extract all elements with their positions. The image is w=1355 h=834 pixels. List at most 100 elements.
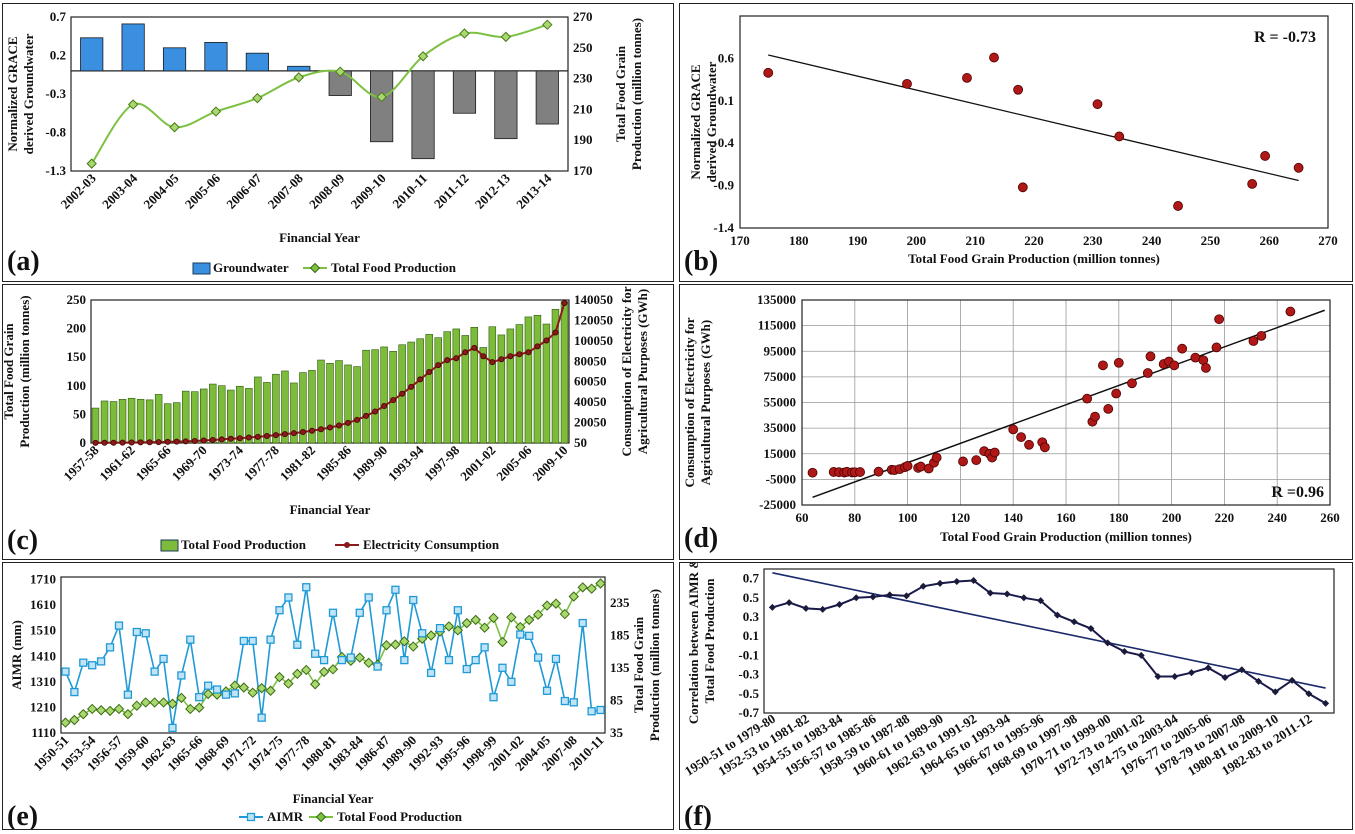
scatter-point xyxy=(915,461,926,472)
x-tick-label: 2005-06 xyxy=(493,442,535,484)
legend-aimr-label: AIMR xyxy=(267,809,304,824)
electricity-point xyxy=(137,439,144,446)
aimr-point xyxy=(471,655,480,665)
panel-f: 0.7 0.5 0.3 0.1 -0.1 -0.3 -0.5 -0.7 1950-51 to 1… xyxy=(679,558,1353,832)
y2-tick-label: 235 xyxy=(610,595,630,610)
aimr-point xyxy=(319,655,329,665)
y-tick-label: -5000 xyxy=(766,471,796,486)
x-tick-label: 220 xyxy=(1215,510,1235,525)
correlation-line xyxy=(772,579,1327,705)
food-production-bar xyxy=(181,390,190,444)
trend-line xyxy=(768,54,1299,182)
y-tick-label: 0.7 xyxy=(743,571,760,586)
scatter-point xyxy=(1090,411,1100,422)
food-production-point xyxy=(586,583,597,594)
aimr-point xyxy=(61,667,70,676)
x-tick-label: 1997-98 xyxy=(421,442,463,484)
food-production-bar xyxy=(254,376,262,444)
correlation-point xyxy=(1087,625,1095,633)
aimr-point xyxy=(391,585,400,594)
y-tick-label: 95000 xyxy=(764,343,797,358)
chart-b: 170 180 190 200 210 220 230 240 250 260 270 0.6 0.1 -… xyxy=(684,15,1338,277)
scatter-point xyxy=(1016,432,1027,442)
food-production-bar xyxy=(127,397,136,444)
electricity-point xyxy=(462,349,469,356)
food-production-bar xyxy=(290,382,298,444)
electricity-point xyxy=(101,439,108,446)
electricity-point xyxy=(444,357,451,364)
y2-tick-label: 20050 xyxy=(574,415,607,430)
correlation-point xyxy=(1288,676,1296,684)
aimr-point xyxy=(221,690,231,699)
electricity-point xyxy=(471,344,478,351)
aimr-point xyxy=(480,643,489,652)
x-tick-label: 2003-04 xyxy=(99,170,141,212)
y-tick-label: 1110 xyxy=(31,725,56,740)
y-tick-label: 0.5 xyxy=(743,590,760,605)
electricity-point xyxy=(489,359,496,366)
food-production-bar xyxy=(551,308,560,444)
food-production-bar xyxy=(163,403,172,444)
scatter-point xyxy=(971,455,982,466)
aimr-point xyxy=(177,671,186,680)
y-axis-title: Total Food Production xyxy=(702,578,717,704)
aimr-point xyxy=(533,653,543,662)
food-production-point xyxy=(69,714,80,726)
chart-a: 0.70.2-0.3-0.8-1.32702502302101901702002… xyxy=(5,9,644,277)
electricity-point xyxy=(164,438,171,445)
food-production-bar xyxy=(145,399,154,444)
aimr-point xyxy=(311,649,320,658)
scatter-point xyxy=(1145,351,1156,362)
legend-food-marker xyxy=(309,262,321,274)
food-production-point xyxy=(95,705,107,716)
electricity-point xyxy=(209,436,216,443)
scatter-point xyxy=(1293,162,1304,173)
correlation-point xyxy=(819,605,827,613)
food-production-bar xyxy=(308,370,316,444)
scatter-point xyxy=(1169,360,1180,371)
food-production-point xyxy=(274,671,285,683)
food-production-point xyxy=(283,678,294,689)
electricity-point xyxy=(408,383,415,390)
x-tick-label: 1961-62 xyxy=(96,443,137,484)
y2-tick-label: 230 xyxy=(573,71,593,86)
y2-tick-label: 60050 xyxy=(574,374,607,389)
x-tick-label: 2009-10 xyxy=(347,171,388,212)
food-production-point xyxy=(318,666,330,678)
y2-tick-label: 35 xyxy=(610,725,624,740)
aimr-point xyxy=(346,653,355,662)
groundwater-bar xyxy=(80,37,104,72)
food-production-point xyxy=(399,636,410,647)
food-production-point xyxy=(293,72,304,83)
electricity-point xyxy=(191,437,198,444)
food-production-bar xyxy=(154,394,163,444)
x-tick-label: 2009-10 xyxy=(529,443,570,484)
y-tick-label: 1210 xyxy=(30,699,56,714)
food-production-point xyxy=(459,28,470,39)
correlation-point xyxy=(1037,597,1045,605)
electricity-point xyxy=(173,438,180,445)
food-production-bar xyxy=(218,385,226,444)
y-tick-label: 1510 xyxy=(30,623,56,638)
food-production-bar xyxy=(190,391,199,444)
aimr-point xyxy=(257,713,266,722)
food-production-bar xyxy=(524,316,533,444)
food-production-point xyxy=(577,582,588,593)
food-production-point xyxy=(506,612,517,623)
y-tick-label: 0.1 xyxy=(743,628,759,643)
food-production-bar xyxy=(380,346,388,444)
electricity-point xyxy=(480,353,487,360)
x-axis-title: Financial Year xyxy=(279,230,360,245)
scatter-point xyxy=(989,447,1000,458)
food-production-point xyxy=(292,668,303,680)
food-production-bar xyxy=(227,389,235,444)
x-tick-label: 1965-66 xyxy=(133,442,175,484)
correlation-point xyxy=(1120,648,1128,656)
scatter-point xyxy=(1024,439,1034,450)
food-production-point xyxy=(417,51,429,62)
food-production-point xyxy=(559,608,571,620)
scatter-point xyxy=(962,73,972,83)
electricity-point xyxy=(227,435,234,442)
legend-food-label: Total Food Production xyxy=(337,809,463,824)
food-production-point xyxy=(60,717,71,728)
